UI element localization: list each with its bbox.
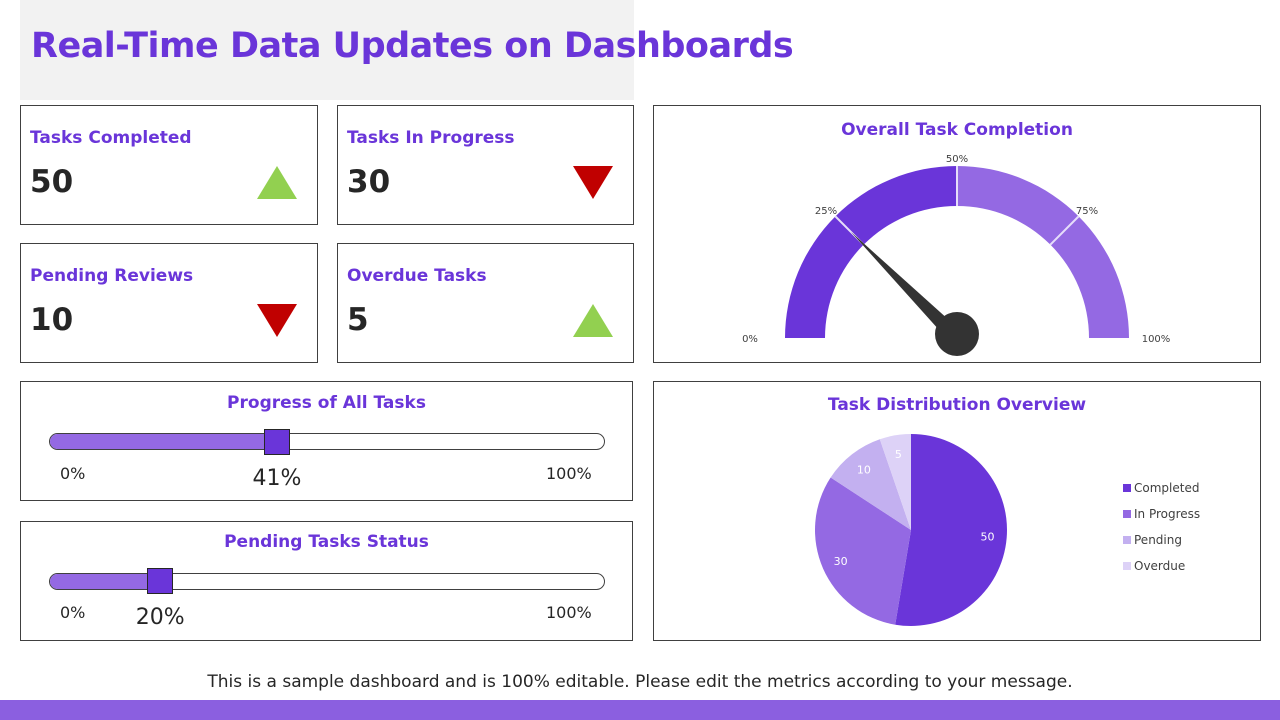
trend-down-icon [257,304,297,337]
footer-note: This is a sample dashboard and is 100% e… [207,672,1073,692]
legend-swatch [1123,536,1131,544]
header-background [20,0,634,100]
progress-value: 41% [252,466,302,491]
kpi-label: Tasks Completed [30,128,192,148]
kpi-value: 50 [30,164,74,200]
progress-slider-thumb[interactable] [147,568,174,594]
gauge-tick-label: 0% [742,334,758,345]
gauge-tick-label: 75% [1076,206,1098,217]
progress-card-all-tasks: Progress of All Tasks 0% 100% 41% [20,381,633,501]
pie-data-label: 10 [857,463,871,476]
pie-slice-pending [830,439,911,530]
gauge-tick-label: 25% [815,206,837,217]
progress-title: Progress of All Tasks [227,393,426,413]
gauge-card: Overall Task Completion 0% 25% 50% 75% 100% [653,105,1261,363]
pie-title: Task Distribution Overview [827,395,1087,415]
min-label: 0% [60,464,86,483]
kpi-value: 30 [347,164,391,200]
kpi-label: Overdue Tasks [347,266,487,286]
kpi-value: 10 [30,302,74,338]
pie-card: Task Distribution Overview 50 Completed 30… [653,381,1261,641]
trend-down-icon [573,166,613,199]
max-label: 100% [546,603,592,622]
trend-up-icon [257,166,297,199]
progress-value: 20% [135,605,185,630]
max-label: 100% [546,464,592,483]
pie-data-label: 5 [895,448,902,461]
progress-card-pending: Pending Tasks Status 0% 100% 20% [20,521,633,641]
pie-slice-overdue [879,434,911,530]
progress-fill [50,434,278,449]
gauge-band [785,166,957,338]
legend-label: Pending [1134,533,1182,547]
bottom-accent-bar [0,700,1280,720]
trend-up-icon [573,304,613,337]
legend-swatch [1123,562,1131,570]
legend-swatch [1123,484,1131,492]
progress-title: Pending Tasks Status [224,532,429,552]
kpi-label: Tasks In Progress [347,128,515,148]
gauge-tick-label: 100% [1142,334,1171,345]
progress-slider-thumb[interactable] [263,429,290,455]
page-title: Real-Time Data Updates on Dashboards [31,26,794,66]
pie-chart: 50 Completed 30 In Progress 10 Pending 5 Overdu… [815,434,1200,626]
pie-data-label: 50 [981,530,995,543]
progress-fill [50,574,161,589]
gauge-tick [1049,215,1080,246]
gauge-needle-hub [935,312,979,356]
gauge-title: Overall Task Completion [841,120,1073,140]
pie-data-label: 30 [834,555,848,568]
progress-track [49,433,605,450]
gauge-chart: 0% 25% 50% 75% 100% [742,154,1171,356]
gauge-band [957,166,1129,338]
legend-swatch [1123,510,1131,518]
min-label: 0% [60,603,86,622]
pie-slice-in-progress [815,477,911,625]
legend-label: In Progress [1134,507,1200,521]
gauge-needle [850,231,963,344]
kpi-label: Pending Reviews [30,266,194,286]
pie-slice-completed [895,434,1008,626]
kpi-card-completed: Tasks Completed 50 [20,105,318,225]
legend-label: Completed [1134,481,1199,495]
legend-label: Overdue [1134,559,1185,573]
kpi-value: 5 [347,302,369,338]
kpi-card-pending: Pending Reviews 10 [20,243,318,363]
progress-track [49,573,605,590]
gauge-tick-label: 50% [946,154,968,165]
kpi-card-in-progress: Tasks In Progress 30 [337,105,634,225]
kpi-card-overdue: Overdue Tasks 5 [337,243,634,363]
